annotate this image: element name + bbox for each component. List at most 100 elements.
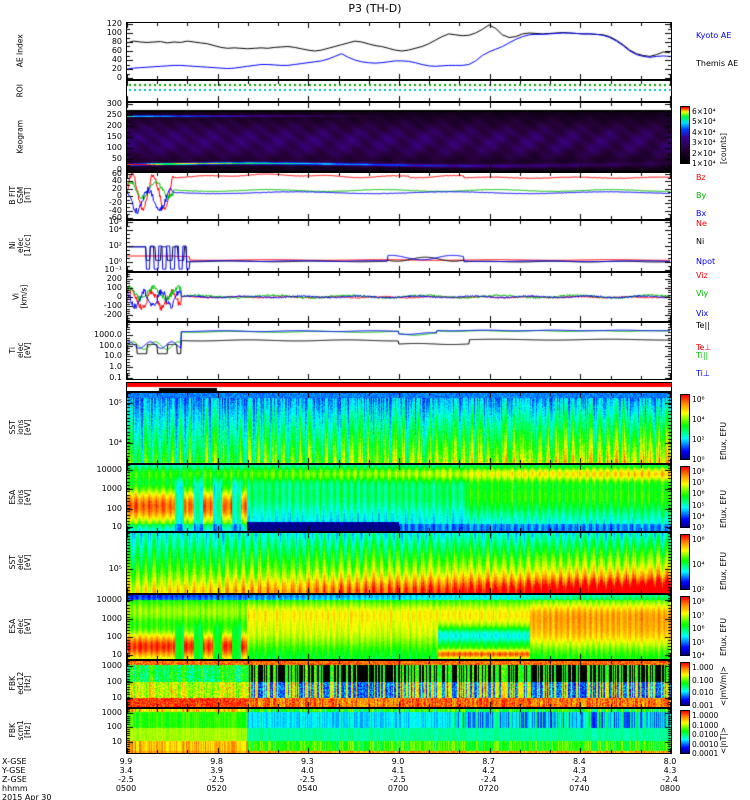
- colorbar-esa-elec-tick: 10⁸: [692, 597, 705, 606]
- colorbar-esa-elec-title: Eflux, EFU: [719, 618, 728, 656]
- colorbar-esa-ions-tick: 10⁶: [692, 489, 705, 499]
- ytick-ae-80: 80: [111, 37, 122, 46]
- panel-fbk-edc12-canvas: [127, 661, 671, 707]
- colorbar-esa-ions-tick: 10⁸: [692, 467, 705, 476]
- ytick-esaions-2: 100: [106, 503, 122, 513]
- ytick-fbke-1: 100: [106, 676, 122, 686]
- xaxis-row-label-y-gse: Y-GSE: [2, 766, 26, 775]
- colorbar-fbk-scm1-canvas: [681, 711, 689, 753]
- colorbar-sst-ions-title: Eflux, EFU: [719, 422, 728, 460]
- ytick-keogram-250: 250: [106, 110, 122, 119]
- xaxis-tick-y-gse-2: 4.0: [300, 766, 314, 775]
- right-label-npot: Npot: [696, 257, 716, 266]
- panel-b-fit: [126, 172, 672, 220]
- xaxis-tick-x-gse-3: 9.0: [391, 757, 405, 766]
- colorbar-sst-ions-tick: 10⁰: [692, 455, 705, 464]
- colorbar-sst-elec-title: Eflux, EFU: [719, 552, 728, 590]
- right-label-bz: Bz: [696, 173, 706, 182]
- ytick-keogram-0: 0: [116, 165, 122, 174]
- colorbar-esa-elec-tick: 10⁶: [692, 624, 705, 633]
- ytick-ae-100: 100: [106, 28, 122, 37]
- ytick-sstions-2: 10⁴: [108, 438, 122, 448]
- colorbar-fbk-edc12: [680, 662, 690, 706]
- ytick-density-0: 10⁵: [108, 217, 122, 226]
- ytick-bfit--40: -40: [108, 205, 122, 215]
- ytick-ae-0: 0: [116, 73, 122, 82]
- panel-fbk-scm1: [126, 708, 672, 754]
- colorbar-keogram-title: [counts]: [719, 133, 728, 164]
- colorbar-keogram-tick: 3×10⁴: [692, 138, 716, 148]
- colorbar-esa-elec: [680, 596, 690, 656]
- colorbar-esa-ions-title: Eflux, EFU: [719, 490, 728, 528]
- xaxis-tick-hhmm-1: 0520: [206, 784, 227, 793]
- ytick-bfit-60: 60: [111, 169, 122, 178]
- ytick-fbkb-1: 100: [106, 722, 122, 732]
- ytick-density-4: 10⁻¹: [104, 265, 122, 274]
- colorbar-fbk-edc12-title: <|mV/m|>: [719, 666, 728, 706]
- ytick-esaions-3: 10: [111, 522, 122, 532]
- panel-velocity: [126, 272, 672, 322]
- ytick-temp-4: 0.1: [109, 373, 122, 382]
- colorbar-esa-ions-tick: 10⁷: [692, 478, 705, 488]
- xaxis-tick-y-gse-5: 4.3: [572, 766, 586, 775]
- ytick-temp-3: 1.0: [109, 362, 122, 372]
- panel-roi-canvas: [127, 81, 671, 101]
- panel-fbk-edc12: [126, 660, 672, 708]
- colorbar-fbk-scm1-title: <|nT|>: [719, 727, 728, 754]
- panel-mode-bar-canvas: [127, 383, 671, 391]
- colorbar-sst-ions-canvas: [681, 395, 689, 459]
- colorbar-sst-ions-tick: 10⁶: [692, 395, 705, 404]
- ytick-fbke-0: 1000: [101, 660, 122, 670]
- colorbar-sst-ions: [680, 394, 690, 460]
- panel-sst-ions: [126, 392, 672, 464]
- xaxis-tick-y-gse-3: 4.1: [391, 766, 405, 775]
- right-label-ni: Ni: [696, 237, 705, 246]
- panel-sst-elec: [126, 532, 672, 594]
- colorbar-keogram-tick: 6×10⁴: [692, 107, 716, 116]
- xaxis-tick-x-gse-0: 9.9: [119, 757, 133, 766]
- xaxis-row-label-x-gse: X-GSE: [2, 757, 27, 766]
- ytick-temp-0: 1000.0: [94, 329, 122, 339]
- xaxis-tick-y-gse-0: 3.4: [119, 766, 133, 775]
- ytick-esaions-1: 1000: [101, 483, 122, 493]
- ytick-esaelec-2: 100: [106, 632, 122, 642]
- colorbar-sst-elec-tick: 10⁴: [692, 560, 705, 569]
- xaxis-tick-z-gse-1: -2.5: [208, 775, 225, 784]
- colorbar-fbk-scm1-tick: 0.0010: [692, 739, 719, 749]
- ytick-temp-2: 10.0: [104, 351, 122, 361]
- colorbar-esa-elec-tick: 10⁷: [692, 610, 705, 620]
- colorbar-sst-elec-canvas: [681, 535, 689, 589]
- panel-keogram: [126, 102, 672, 172]
- panel-density-canvas: [127, 221, 671, 271]
- colorbar-fbk-edc12-tick: 1.000: [692, 663, 714, 672]
- ytick-density-1: 10⁴: [108, 225, 122, 234]
- ytick-keogram-100: 100: [106, 143, 122, 152]
- panel-velocity-canvas: [127, 273, 671, 321]
- ytick-ae-40: 40: [111, 55, 122, 64]
- colorbar-sst-elec-tick: 10⁶: [692, 535, 705, 544]
- panel-esa-elec: [126, 594, 672, 660]
- colorbar-keogram: [680, 106, 690, 164]
- panel-ae-index: [126, 22, 672, 80]
- xaxis-tick-z-gse-3: -2.5: [390, 775, 406, 784]
- xaxis-row-label-z-gse: Z-GSE: [2, 775, 27, 784]
- right-label-ti-perp: Ti⊥: [696, 369, 710, 378]
- ytick-bfit--20: -20: [108, 198, 122, 208]
- right-label-ti-par: Ti||: [696, 351, 709, 360]
- ytick-fbke-2: 10: [111, 692, 122, 702]
- xaxis-tick-hhmm-2: 0540: [297, 784, 318, 793]
- xaxis-tick-x-gse-6: 8.0: [663, 757, 677, 766]
- colorbar-esa-ions-tick: 10³: [692, 523, 705, 532]
- xaxis-tick-hhmm-6: 0800: [659, 784, 681, 793]
- right-label-te-par: Te||: [696, 321, 710, 330]
- xaxis-tick-z-gse-0: -2.5: [118, 775, 134, 784]
- ytick-temp-1: 100.0: [99, 340, 122, 350]
- panel-esa-elec-canvas: [127, 595, 671, 659]
- ytick-fbkb-0: 1000: [101, 707, 122, 717]
- colorbar-fbk-scm1-tick: 0.1000: [692, 720, 719, 730]
- colorbar-fbk-scm1-tick: 1.0000: [692, 711, 719, 720]
- right-label-te-perp: Te⊥: [696, 343, 712, 352]
- colorbar-esa-ions-tick: 10⁵: [692, 500, 705, 510]
- panel-sst-elec-canvas: [127, 533, 671, 593]
